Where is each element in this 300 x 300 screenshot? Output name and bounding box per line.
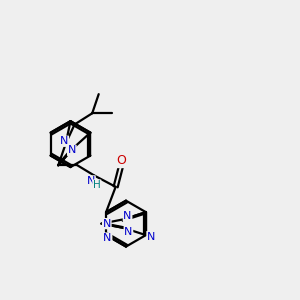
Text: O: O <box>116 154 126 167</box>
Text: N: N <box>123 211 132 221</box>
Text: N: N <box>103 233 112 243</box>
Text: N: N <box>60 136 68 146</box>
Text: N: N <box>124 226 133 236</box>
Text: N: N <box>87 176 95 186</box>
Text: N: N <box>68 146 76 155</box>
Text: N: N <box>103 219 111 229</box>
Text: H: H <box>93 180 101 190</box>
Text: N: N <box>147 232 155 242</box>
